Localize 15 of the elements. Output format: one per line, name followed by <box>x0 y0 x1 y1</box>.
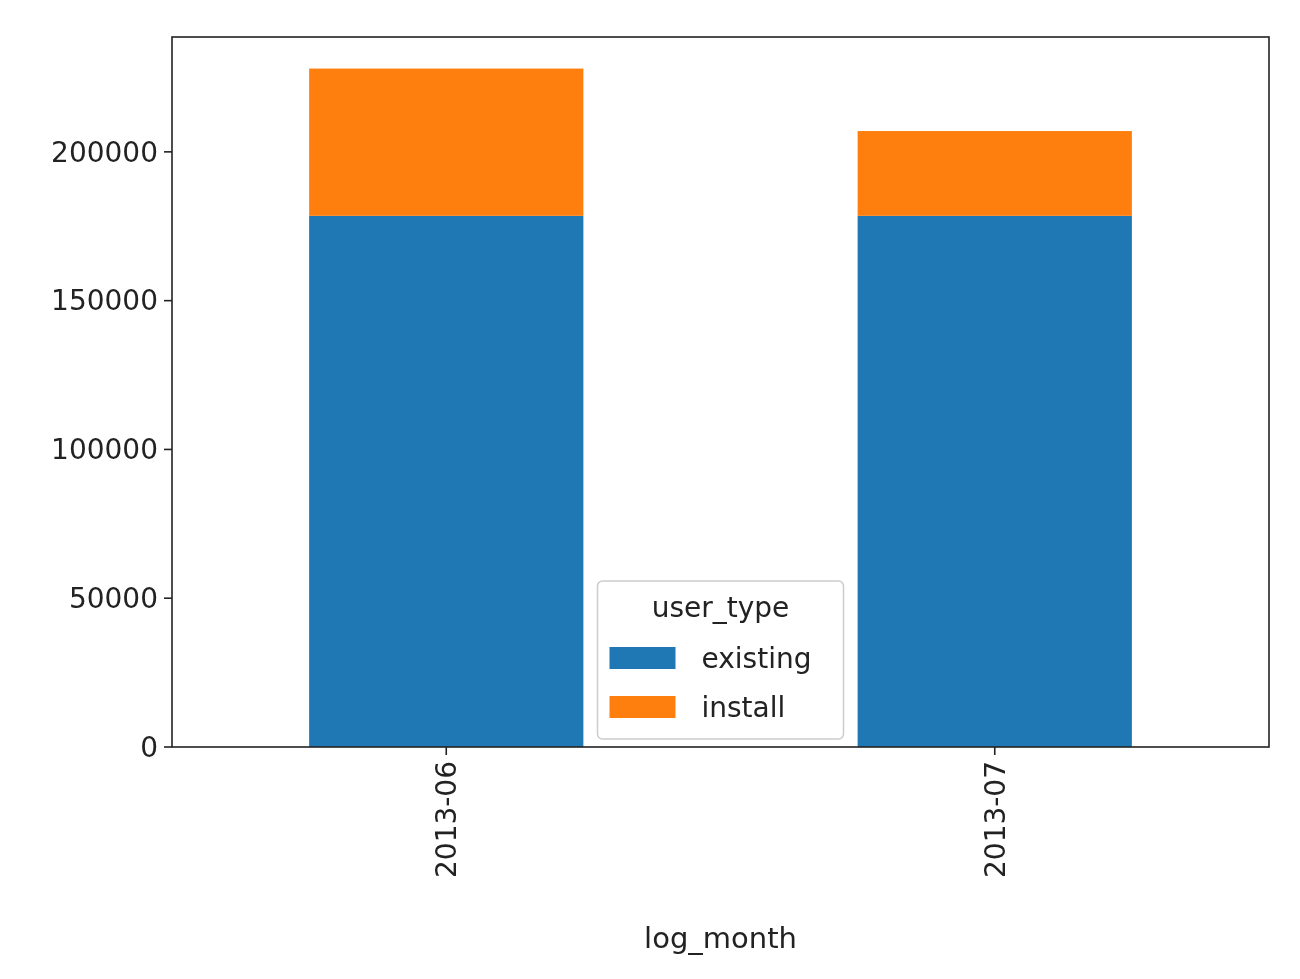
legend-label: existing <box>701 641 812 675</box>
x-tick-label: 2013-07 <box>978 761 1012 878</box>
y-tick-label: 0 <box>140 730 158 764</box>
x-tick-label: 2013-06 <box>430 761 464 878</box>
bar <box>857 131 1132 216</box>
y-tick-label: 100000 <box>51 433 158 467</box>
y-tick-label: 200000 <box>51 135 158 169</box>
x-axis-title: log_month <box>644 921 797 955</box>
y-tick-label: 150000 <box>51 284 158 318</box>
legend-title: user_type <box>651 591 790 624</box>
legend-label: install <box>701 690 786 724</box>
bar <box>309 215 584 747</box>
y-tick-label: 50000 <box>68 582 158 616</box>
bar <box>857 215 1132 747</box>
bar <box>309 68 584 216</box>
